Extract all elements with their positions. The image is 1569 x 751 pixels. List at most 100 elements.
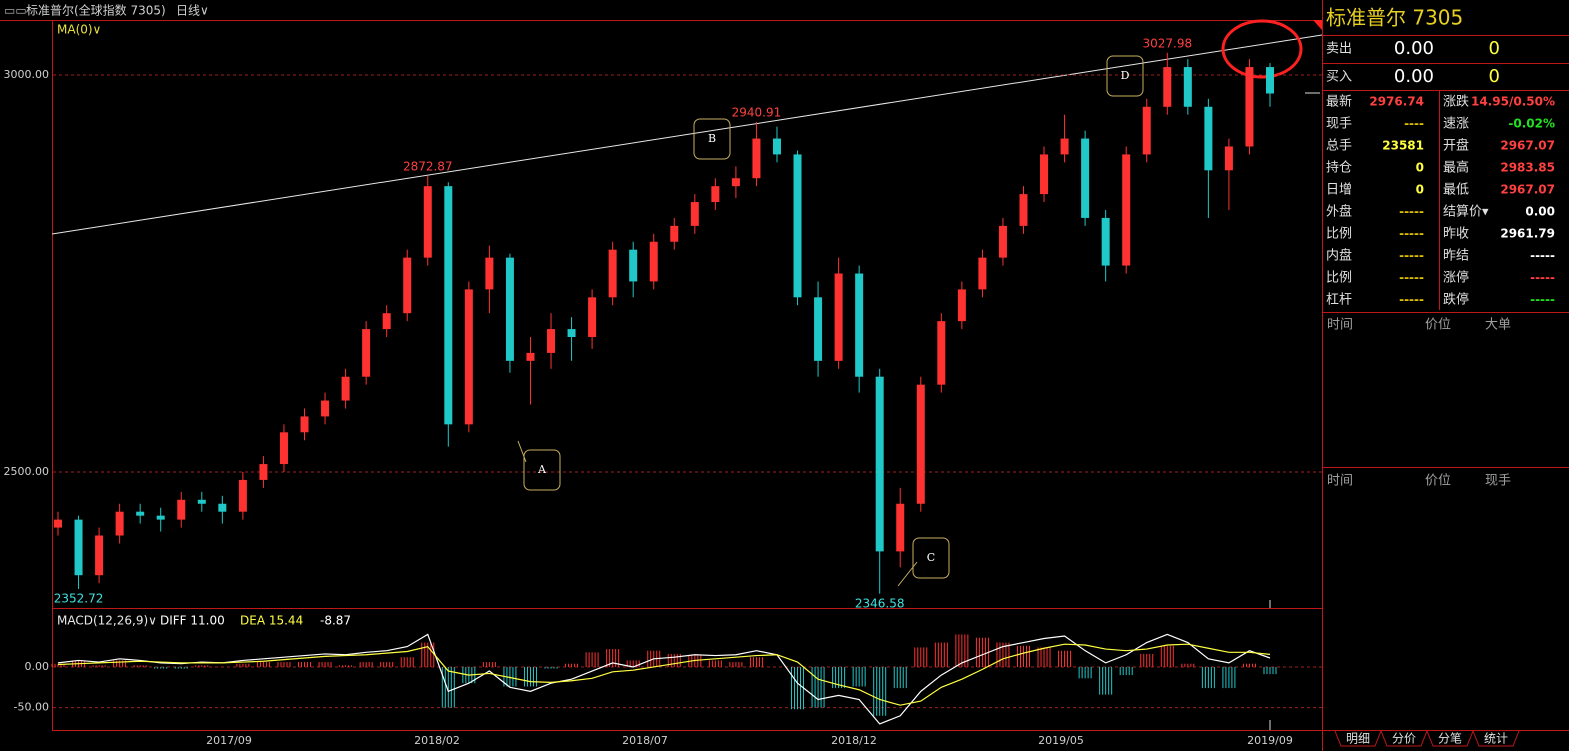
quote-label: 涨跌 bbox=[1443, 94, 1469, 110]
high-label: 2872.87 bbox=[403, 159, 453, 173]
candle-body bbox=[1081, 138, 1090, 218]
candle-body bbox=[403, 257, 412, 314]
tab-shape[interactable] bbox=[1334, 730, 1382, 747]
candle-body bbox=[567, 329, 576, 338]
quote-label: 结算价▾ bbox=[1443, 205, 1489, 220]
low-label: 2346.58 bbox=[855, 596, 905, 610]
tab[interactable]: 分笔 bbox=[1438, 731, 1462, 746]
tab[interactable]: 分价 bbox=[1392, 732, 1416, 746]
quote-label: 总手 bbox=[1326, 139, 1352, 154]
sell-volume: 0 bbox=[1489, 38, 1500, 59]
quote-value: ----- bbox=[1399, 249, 1424, 263]
quote-label: 杠杆 bbox=[1326, 292, 1352, 308]
candle-body bbox=[793, 154, 802, 298]
candle-body bbox=[937, 321, 946, 385]
list-header: 价位 bbox=[1425, 474, 1451, 489]
candle-body bbox=[690, 202, 699, 226]
list-header: 时间 bbox=[1327, 318, 1353, 333]
annotation-box[interactable] bbox=[523, 449, 561, 491]
low-label: 2352.72 bbox=[54, 591, 104, 605]
macd-dea-label: DEA 15.44 bbox=[240, 614, 303, 628]
quote-label: 昨结 bbox=[1443, 249, 1469, 264]
candle-body bbox=[1224, 146, 1233, 171]
candle-body bbox=[177, 499, 186, 520]
candle-body bbox=[957, 289, 966, 322]
candle-body bbox=[875, 376, 884, 552]
y-tick-label: 3000.00 bbox=[4, 68, 50, 81]
x-tick-label: 2018/12 bbox=[831, 734, 877, 747]
candle-body bbox=[300, 416, 309, 433]
candle-body bbox=[629, 249, 638, 282]
quote-label: 持仓 bbox=[1326, 161, 1352, 176]
candle-body bbox=[1245, 67, 1254, 147]
candle-body bbox=[1019, 194, 1028, 226]
candle-body bbox=[115, 511, 124, 536]
annotation-box[interactable] bbox=[693, 118, 731, 160]
y-tick-label: -50.00 bbox=[14, 701, 49, 714]
candle-body bbox=[1266, 67, 1274, 94]
ma-label[interactable]: MA(0)∨ bbox=[57, 23, 101, 37]
quote-label: 内盘 bbox=[1326, 248, 1352, 264]
quote-value: 0 bbox=[1416, 161, 1424, 175]
y-tick-label: 2500.00 bbox=[4, 465, 50, 478]
header-title[interactable]: 标准普尔(全球指数 7305) bbox=[26, 3, 166, 18]
candle-body bbox=[341, 376, 350, 401]
candle-body bbox=[1101, 217, 1110, 266]
list-header: 现手 bbox=[1485, 474, 1511, 489]
candle-body bbox=[218, 503, 227, 512]
tab[interactable]: 统计 bbox=[1484, 732, 1508, 746]
quote-label: 跌停 bbox=[1443, 292, 1469, 308]
candle-body bbox=[978, 257, 987, 290]
tab[interactable]: 明细 bbox=[1346, 732, 1370, 746]
buy-price: 0.00 bbox=[1394, 66, 1434, 87]
quote-label: 昨收 bbox=[1443, 227, 1469, 242]
buy-label: 买入 bbox=[1326, 70, 1352, 85]
candle-body bbox=[752, 138, 761, 179]
candle-body bbox=[731, 178, 740, 187]
annotation-label[interactable]: B bbox=[708, 132, 716, 145]
quote-value: ----- bbox=[1530, 293, 1555, 307]
period-select[interactable]: 日线∨ bbox=[176, 4, 209, 18]
annotation-label[interactable]: C bbox=[927, 551, 935, 564]
candle-body bbox=[279, 432, 288, 465]
candle-body bbox=[526, 352, 535, 361]
macd-value-label: -8.87 bbox=[320, 614, 351, 628]
quote-value: 2967.07 bbox=[1500, 139, 1555, 153]
corner-marker bbox=[1313, 20, 1322, 30]
tab-shape[interactable] bbox=[1472, 730, 1520, 747]
annotation-box[interactable] bbox=[1106, 55, 1144, 97]
tab-shape[interactable] bbox=[1426, 730, 1474, 747]
candle-body bbox=[588, 297, 597, 338]
quote-label: 现手 bbox=[1326, 117, 1352, 132]
candle-body bbox=[238, 479, 247, 512]
candle-body bbox=[855, 273, 864, 377]
candle-body bbox=[649, 241, 658, 282]
macd-title[interactable]: MACD(12,26,9)∨ bbox=[57, 614, 157, 628]
quote-value: ----- bbox=[1399, 271, 1424, 285]
x-tick-label: 2018/07 bbox=[622, 734, 668, 747]
list-header: 价位 bbox=[1425, 318, 1451, 333]
candle-body bbox=[485, 257, 494, 290]
tab-shape[interactable] bbox=[1380, 730, 1428, 747]
quote-label: 日增 bbox=[1326, 183, 1352, 198]
candle-body bbox=[156, 515, 165, 520]
list-header: 大单 bbox=[1485, 318, 1511, 333]
sell-label: 卖出 bbox=[1326, 42, 1352, 57]
candle-body bbox=[814, 297, 823, 361]
window-icon: ▭▭ bbox=[4, 4, 27, 18]
quote-value: 2976.74 bbox=[1369, 95, 1424, 109]
buy-volume: 0 bbox=[1489, 66, 1500, 87]
annotation-box[interactable] bbox=[912, 537, 950, 579]
quote-label: 比例 bbox=[1326, 271, 1352, 286]
annotation-label[interactable]: D bbox=[1121, 69, 1130, 82]
quote-value: ----- bbox=[1530, 249, 1555, 263]
quote-label: 速涨 bbox=[1443, 117, 1469, 132]
annotation-label[interactable]: A bbox=[537, 463, 547, 476]
quote-label: 最高 bbox=[1443, 160, 1469, 176]
candle-body bbox=[1142, 106, 1151, 155]
quote-value: ----- bbox=[1399, 293, 1424, 307]
list-header: 时间 bbox=[1327, 474, 1353, 489]
x-tick-label: 2017/09 bbox=[206, 734, 252, 747]
macd-dea-line bbox=[57, 643, 1271, 706]
y-tick-label: 0.00 bbox=[25, 660, 50, 673]
